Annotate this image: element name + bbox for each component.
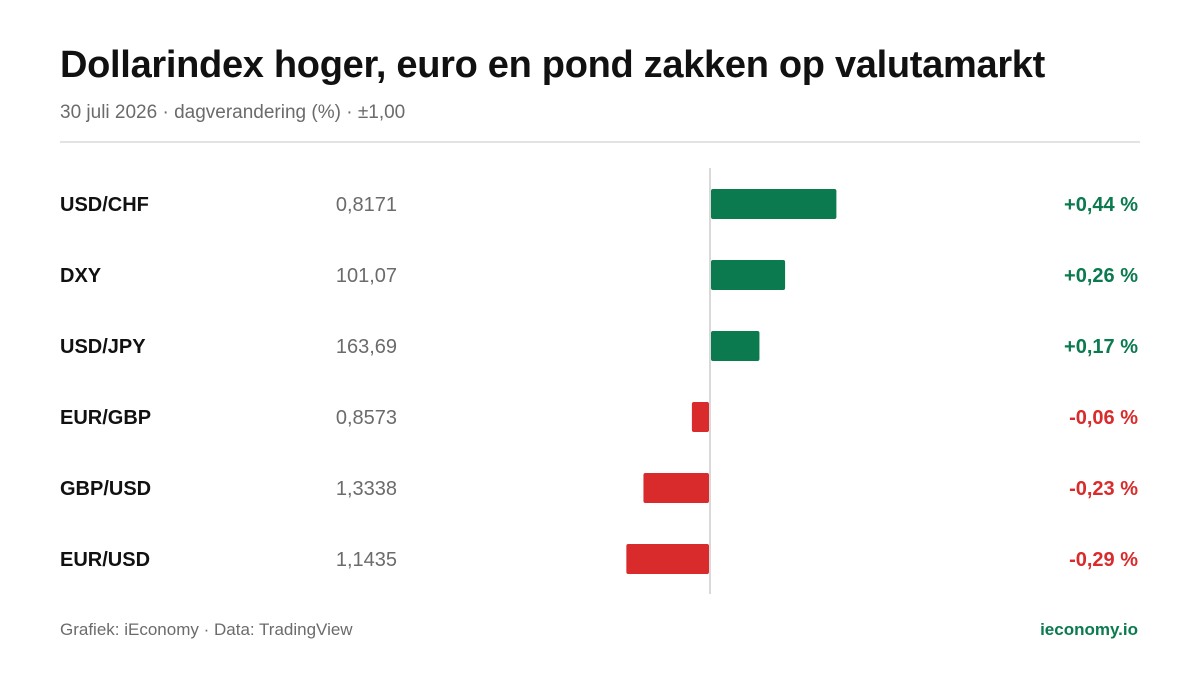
bar (626, 544, 709, 574)
quote-value: 0,8171 (336, 194, 397, 216)
category-label: DXY (60, 265, 102, 287)
data-label: +0,26 % (1064, 265, 1138, 287)
bar-chart: USD/CHF 0,8171 +0,44 % DXY 101,07 +0,26 % USD/… (60, 168, 1138, 594)
quote-value: 1,3338 (336, 478, 397, 500)
bar (691, 402, 709, 432)
brand-link[interactable]: ieconomy.io (1040, 620, 1138, 639)
category-label: USD/CHF (60, 194, 149, 216)
quote-value: 0,8573 (336, 407, 397, 429)
data-label: -0,23 % (1069, 478, 1138, 500)
bar (643, 473, 709, 503)
data-label: -0,06 % (1069, 407, 1138, 429)
bar (711, 331, 760, 361)
bar (711, 260, 786, 290)
data-label: -0,29 % (1069, 549, 1138, 571)
bar (711, 189, 837, 219)
chart-title: Dollarindex hoger, euro en pond zakken o… (60, 44, 1045, 86)
category-label: EUR/USD (60, 549, 150, 571)
header-divider (60, 141, 1140, 143)
chart-subtitle: 30 juli 2026 · dagverandering (%) · ±1,0… (60, 102, 406, 123)
category-label: EUR/GBP (60, 407, 151, 429)
category-label: GBP/USD (60, 478, 151, 500)
quote-value: 163,69 (336, 336, 397, 358)
quote-value: 101,07 (336, 265, 397, 287)
data-label: +0,17 % (1064, 336, 1138, 358)
category-label: USD/JPY (60, 336, 146, 358)
source-credit: Grafiek: iEconomy · Data: TradingView (60, 620, 353, 639)
data-label: +0,44 % (1064, 194, 1138, 216)
quote-value: 1,1435 (336, 549, 397, 571)
